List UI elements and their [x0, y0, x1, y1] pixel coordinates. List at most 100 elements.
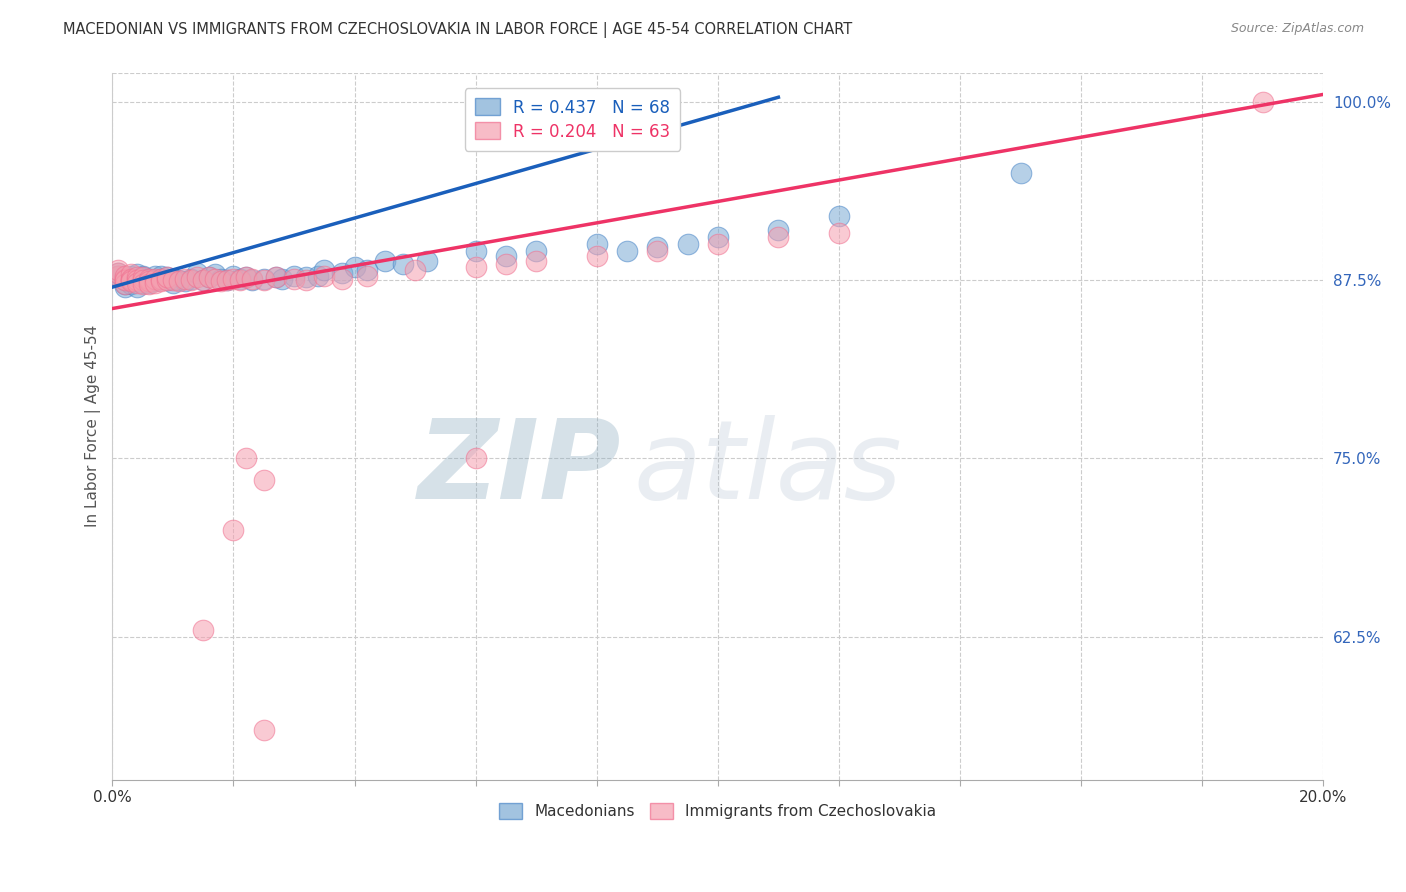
- Point: [125, 274, 148, 288]
- Point: [464, 451, 486, 466]
- Point: [120, 277, 142, 292]
- Point: [138, 277, 160, 292]
- Point: [295, 273, 318, 287]
- Point: [240, 271, 263, 285]
- Point: [125, 273, 148, 287]
- Point: [131, 270, 153, 285]
- Point: [271, 271, 294, 285]
- Point: [149, 268, 172, 283]
- Point: [120, 271, 142, 285]
- Point: [209, 271, 232, 285]
- Point: [180, 273, 202, 287]
- Point: [1251, 95, 1274, 109]
- Point: [585, 237, 607, 252]
- Point: [143, 273, 166, 287]
- Point: [125, 276, 148, 290]
- Point: [131, 268, 153, 283]
- Point: [707, 230, 730, 244]
- Point: [332, 271, 354, 285]
- Point: [156, 273, 179, 287]
- Point: [114, 273, 136, 287]
- Point: [107, 268, 129, 283]
- Point: [768, 230, 790, 244]
- Point: [314, 268, 336, 283]
- Text: ZIP: ZIP: [418, 415, 621, 522]
- Point: [107, 268, 129, 283]
- Point: [464, 244, 486, 259]
- Point: [131, 276, 153, 290]
- Point: [138, 274, 160, 288]
- Point: [1010, 166, 1032, 180]
- Point: [645, 240, 668, 254]
- Point: [131, 277, 153, 292]
- Point: [156, 270, 179, 285]
- Point: [138, 273, 160, 287]
- Point: [120, 268, 142, 283]
- Point: [107, 266, 129, 280]
- Point: [125, 267, 148, 281]
- Point: [828, 226, 851, 240]
- Point: [217, 273, 239, 287]
- Point: [283, 271, 305, 285]
- Point: [253, 723, 276, 737]
- Point: [235, 451, 257, 466]
- Point: [125, 270, 148, 285]
- Point: [120, 274, 142, 288]
- Point: [217, 273, 239, 287]
- Point: [138, 271, 160, 285]
- Point: [174, 271, 197, 285]
- Point: [114, 273, 136, 287]
- Point: [193, 623, 215, 637]
- Point: [114, 268, 136, 283]
- Point: [114, 277, 136, 292]
- Text: Source: ZipAtlas.com: Source: ZipAtlas.com: [1230, 22, 1364, 36]
- Point: [235, 270, 257, 285]
- Point: [114, 273, 136, 287]
- Point: [416, 254, 439, 268]
- Point: [174, 274, 197, 288]
- Y-axis label: In Labor Force | Age 45-54: In Labor Force | Age 45-54: [86, 326, 101, 527]
- Point: [143, 274, 166, 288]
- Point: [138, 276, 160, 290]
- Point: [356, 268, 378, 283]
- Point: [228, 273, 250, 287]
- Point: [464, 260, 486, 274]
- Point: [149, 274, 172, 288]
- Point: [524, 244, 547, 259]
- Point: [120, 271, 142, 285]
- Point: [167, 273, 190, 287]
- Text: atlas: atlas: [633, 415, 901, 522]
- Point: [193, 273, 215, 287]
- Point: [143, 268, 166, 283]
- Point: [222, 268, 245, 283]
- Point: [264, 270, 287, 285]
- Point: [524, 254, 547, 268]
- Point: [149, 271, 172, 285]
- Point: [193, 273, 215, 287]
- Point: [162, 271, 184, 285]
- Point: [616, 244, 638, 259]
- Point: [114, 270, 136, 285]
- Point: [114, 271, 136, 285]
- Point: [204, 271, 226, 285]
- Point: [495, 257, 517, 271]
- Point: [253, 273, 276, 287]
- Point: [156, 273, 179, 287]
- Point: [392, 257, 415, 271]
- Text: MACEDONIAN VS IMMIGRANTS FROM CZECHOSLOVAKIA IN LABOR FORCE | AGE 45-54 CORRELAT: MACEDONIAN VS IMMIGRANTS FROM CZECHOSLOV…: [63, 22, 852, 38]
- Point: [295, 270, 318, 285]
- Point: [707, 237, 730, 252]
- Point: [120, 274, 142, 288]
- Point: [143, 271, 166, 285]
- Point: [120, 273, 142, 287]
- Point: [209, 274, 232, 288]
- Point: [314, 263, 336, 277]
- Point: [374, 254, 396, 268]
- Point: [107, 263, 129, 277]
- Point: [186, 270, 208, 285]
- Point: [235, 270, 257, 285]
- Point: [356, 263, 378, 277]
- Point: [156, 270, 179, 285]
- Point: [676, 237, 699, 252]
- Point: [222, 523, 245, 537]
